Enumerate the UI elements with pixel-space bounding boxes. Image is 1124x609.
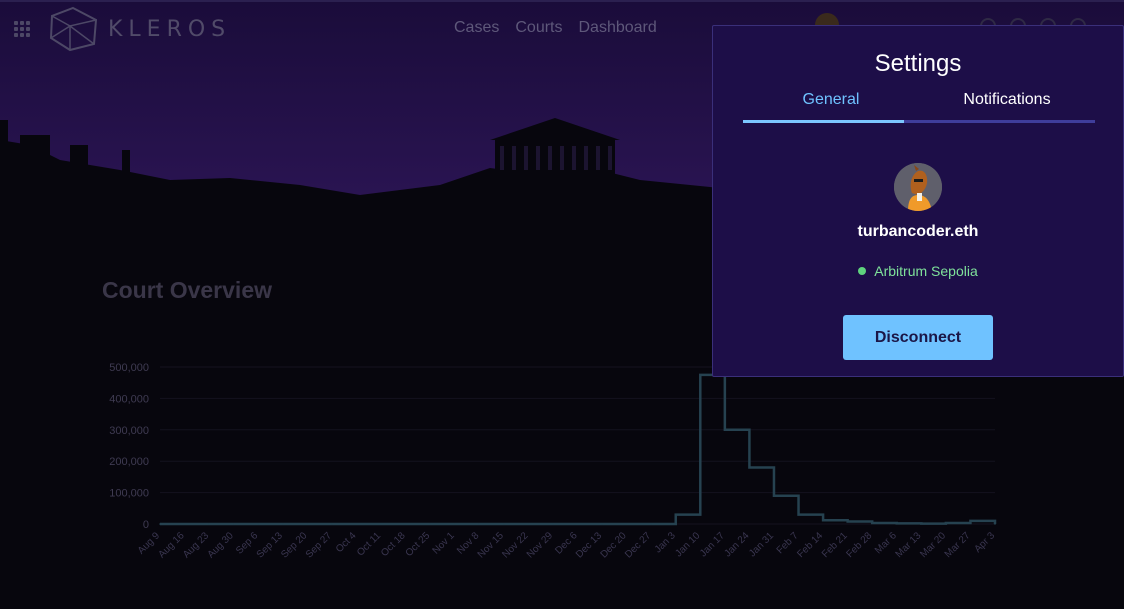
data-point [699, 374, 702, 376]
data-point [969, 520, 972, 522]
data-point [674, 513, 677, 516]
data-point [404, 523, 407, 525]
logo-text: KLEROS [108, 17, 232, 42]
horse-avatar-icon [894, 163, 942, 211]
data-point [576, 523, 579, 525]
disconnect-button[interactable]: Disconnect [843, 315, 993, 360]
data-point [552, 523, 554, 525]
x-tick-label: Jan 24 [723, 530, 752, 559]
data-point [650, 523, 652, 525]
nav-dashboard[interactable]: Dashboard [578, 19, 657, 36]
settings-tabs: General Notifications [743, 90, 1095, 124]
data-point [724, 429, 726, 431]
data-point [846, 520, 849, 523]
x-tick-label: Oct 18 [379, 530, 408, 559]
data-point [748, 466, 751, 469]
data-point [478, 523, 481, 525]
data-point [453, 523, 456, 525]
y-tick-label: 200,000 [109, 456, 149, 468]
data-point [625, 523, 628, 525]
apps-grid-icon[interactable] [14, 21, 32, 37]
x-tick-label: Mar 27 [943, 530, 973, 560]
nav-courts[interactable]: Courts [515, 19, 563, 36]
x-tick-label: Mar 13 [894, 530, 924, 560]
y-tick-label: 100,000 [109, 488, 149, 500]
x-tick-label: Feb 28 [845, 530, 875, 560]
x-tick-label: Nov 15 [476, 530, 506, 560]
data-point [281, 523, 284, 525]
x-tick-label: Oct 25 [404, 530, 433, 559]
data-point [208, 523, 210, 525]
network-name: Arbitrum Sepolia [874, 263, 978, 279]
ens-name: turbancoder.eth [857, 223, 979, 240]
data-point [232, 523, 235, 525]
y-tick-label: 500,000 [109, 362, 149, 374]
data-point [773, 494, 775, 497]
x-tick-label: Feb 21 [820, 530, 850, 560]
settings-panel: Settings General Notifications turbancod… [712, 25, 1124, 377]
x-tick-label: Aug 16 [156, 530, 186, 560]
x-tick-label: Aug 30 [206, 530, 236, 560]
data-point [429, 523, 431, 525]
data-point [503, 523, 505, 525]
x-tick-label: Nov 1 [431, 530, 458, 557]
data-point [355, 523, 358, 525]
main-nav: Cases Courts Dashboard [454, 19, 657, 37]
tab-indicator [743, 120, 1095, 123]
data-point [159, 523, 161, 525]
x-tick-label: Jan 31 [747, 530, 776, 559]
x-tick-label: Oct 11 [355, 530, 383, 558]
data-point [527, 523, 530, 525]
tab-general[interactable]: General [802, 91, 860, 108]
court-overview-chart: 500,000 400,000 300,000 200,000 100,000 0 Aug … [109, 362, 997, 561]
x-tick-label: Aug 23 [181, 530, 211, 560]
data-point [183, 523, 186, 525]
x-tick-label: Dec 13 [574, 530, 604, 560]
x-tick-label: Sep 20 [279, 530, 309, 560]
data-point [380, 523, 382, 525]
data-point [822, 519, 824, 522]
series-line [160, 373, 997, 526]
data-point [306, 523, 309, 525]
data-point [920, 522, 923, 525]
data-point [871, 522, 874, 524]
settings-title: Settings [874, 50, 962, 77]
data-point [994, 523, 996, 525]
x-tick-label: Dec 20 [599, 530, 629, 560]
data-point [331, 523, 333, 525]
x-tick-label: Feb 14 [795, 530, 825, 560]
y-tick-label: 300,000 [109, 425, 149, 437]
x-tick-label: Sep 13 [255, 530, 285, 560]
data-point [895, 522, 898, 525]
data-point [601, 523, 603, 525]
x-tick-label: Apr 3 [972, 530, 997, 555]
x-tick-label: Sep 27 [304, 530, 334, 560]
x-tick-label: Jan 10 [673, 530, 702, 559]
network-status-dot-icon [858, 267, 867, 275]
data-point [797, 513, 800, 516]
y-tick-label: 400,000 [109, 393, 149, 405]
kleros-logo-icon[interactable] [46, 6, 100, 52]
x-tick-label: Nov 29 [525, 530, 555, 560]
x-tick-label: Dec 27 [623, 530, 653, 560]
data-point [945, 522, 947, 524]
page-title: Court Overview [102, 277, 272, 303]
x-tick-label: Nov 22 [500, 530, 530, 560]
x-tick-label: Mar 20 [918, 530, 948, 560]
y-tick-label: 0 [143, 519, 149, 531]
data-point [257, 523, 260, 525]
x-tick-label: Jan 17 [698, 530, 727, 559]
nav-cases[interactable]: Cases [454, 19, 500, 36]
tab-notifications[interactable]: Notifications [963, 91, 1051, 108]
network-status: Arbitrum Sepolia [713, 263, 1123, 279]
user-avatar [894, 163, 942, 211]
